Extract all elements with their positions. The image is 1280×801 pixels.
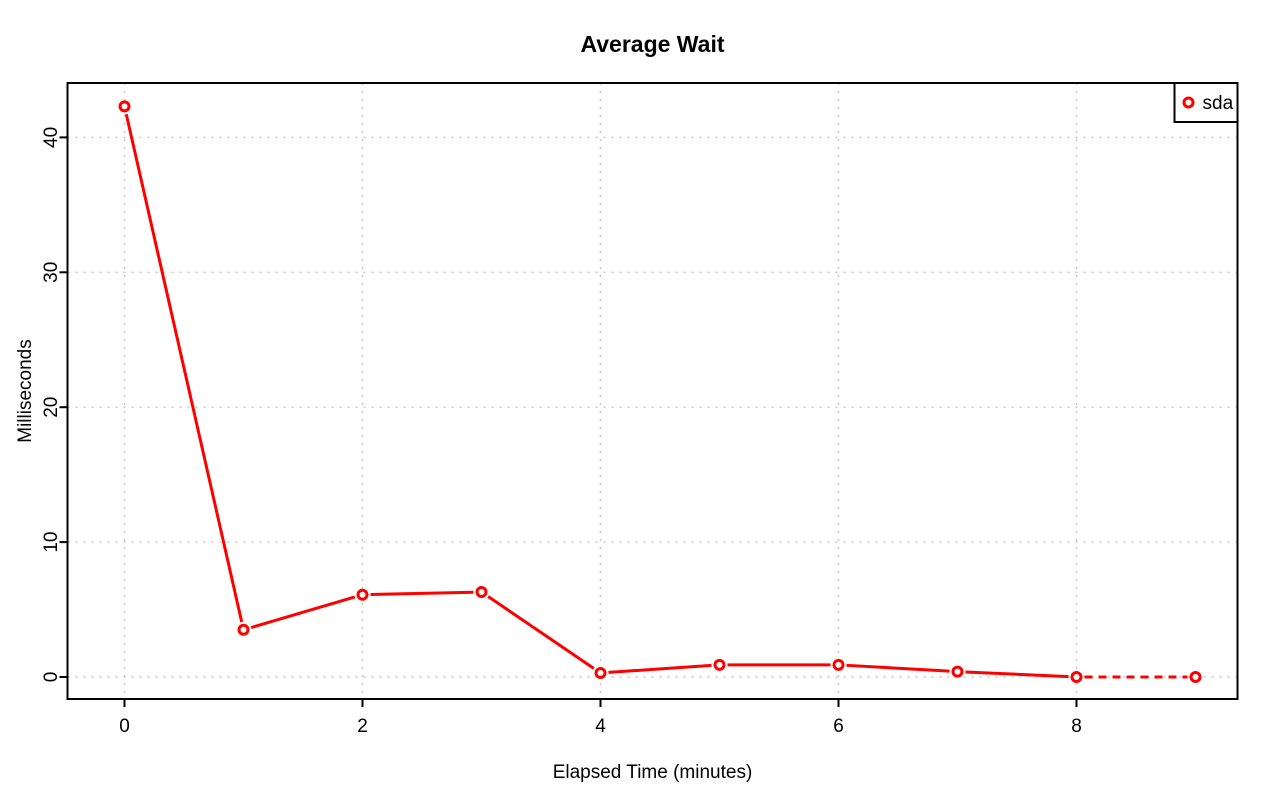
data-point-marker [356, 588, 369, 601]
data-point-marker [594, 666, 607, 679]
plot-frame [66, 82, 1239, 700]
data-point-marker [237, 623, 250, 636]
y-tick-label: 40 [41, 127, 62, 148]
data-point-marker [1189, 671, 1202, 683]
series-line-segment [846, 663, 950, 673]
series-line-segment [487, 595, 595, 670]
x-tick-label: 0 [119, 716, 130, 737]
data-point-marker [1070, 671, 1083, 683]
legend-marker-icon [1182, 96, 1195, 109]
series-line-segment [370, 590, 474, 597]
y-tick-label: 0 [41, 672, 62, 683]
data-point-marker [475, 586, 488, 599]
x-tick-label: 2 [357, 716, 368, 737]
y-axis-label: Milliseconds [15, 339, 36, 443]
legend-box [1173, 82, 1239, 123]
series-line-segment [608, 663, 712, 674]
x-tick-label: 6 [833, 716, 844, 737]
data-point-marker [832, 658, 845, 671]
x-tick-label: 4 [595, 716, 606, 737]
series-line-segment [124, 113, 244, 623]
data-point-marker [713, 658, 726, 671]
data-point-marker [118, 100, 131, 113]
chart-title: Average Wait [580, 31, 725, 57]
y-tick-label: 10 [41, 532, 62, 553]
series-line-segment [965, 670, 1069, 679]
series-line-segment [250, 595, 356, 629]
data-point-marker [951, 665, 964, 678]
legend-label: sda [1203, 93, 1234, 114]
y-tick-label: 30 [41, 262, 62, 283]
y-tick-label: 20 [41, 397, 62, 418]
x-axis-label: Elapsed Time (minutes) [552, 762, 753, 783]
x-tick-label: 8 [1071, 716, 1082, 737]
